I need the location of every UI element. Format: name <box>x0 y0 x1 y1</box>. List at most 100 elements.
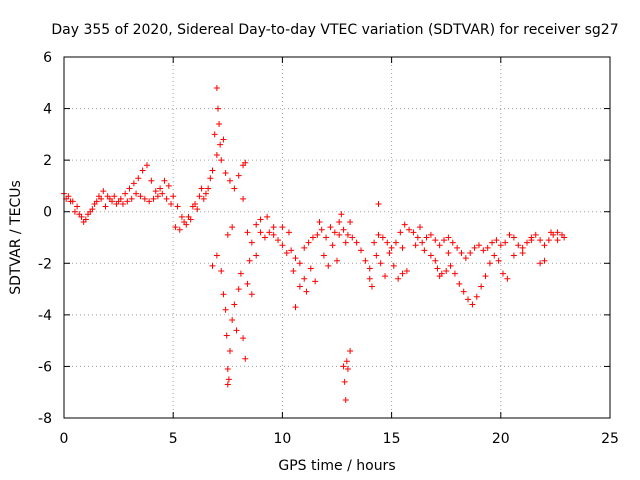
y-tick-label: -8 <box>38 411 52 427</box>
data-point-marker <box>445 249 452 256</box>
data-point-marker <box>486 260 493 267</box>
data-points <box>61 84 568 403</box>
data-point-marker <box>434 265 441 272</box>
data-point-marker <box>76 211 83 218</box>
y-tick-label: 2 <box>43 153 52 169</box>
data-point-marker <box>115 198 122 205</box>
data-point-marker <box>506 231 513 238</box>
data-point-marker <box>554 237 561 244</box>
data-point-marker <box>237 270 244 277</box>
data-point-marker <box>515 242 522 249</box>
data-point-marker <box>519 244 526 251</box>
data-point-marker <box>279 242 286 249</box>
data-point-marker <box>447 262 454 269</box>
data-point-marker <box>207 175 214 182</box>
data-point-marker <box>499 270 506 277</box>
x-tick-label: 10 <box>273 431 291 447</box>
y-tick-label: -2 <box>38 256 52 272</box>
data-point-marker <box>305 239 312 246</box>
data-point-marker <box>235 286 242 293</box>
data-point-marker <box>336 219 343 226</box>
data-point-marker <box>283 249 290 256</box>
data-point-marker <box>240 195 247 202</box>
data-point-marker <box>130 180 137 187</box>
data-point-marker <box>200 195 207 202</box>
data-point-marker <box>342 239 349 246</box>
data-point-marker <box>128 195 135 202</box>
data-point-marker <box>170 193 177 200</box>
data-point-marker <box>253 221 260 228</box>
data-point-marker <box>213 151 220 158</box>
y-axis-label: SDTVAR / TECUs <box>8 180 24 295</box>
data-point-marker <box>290 268 297 275</box>
data-point-marker <box>368 283 375 290</box>
y-tick-label: 4 <box>43 102 52 118</box>
data-point-marker <box>67 198 74 205</box>
data-point-marker <box>392 239 399 246</box>
data-point-marker <box>541 257 548 264</box>
data-point-marker <box>141 195 148 202</box>
data-point-marker <box>119 200 126 207</box>
data-point-marker <box>93 198 100 205</box>
data-point-marker <box>412 242 419 249</box>
data-point-marker <box>548 229 555 236</box>
data-point-marker <box>510 252 517 259</box>
data-point-marker <box>377 260 384 267</box>
data-point-marker <box>325 262 332 269</box>
data-point-marker <box>213 84 220 91</box>
data-point-marker <box>489 239 496 246</box>
data-point-marker <box>194 206 201 213</box>
data-point-marker <box>176 226 183 233</box>
data-point-marker <box>473 293 480 300</box>
data-point-marker <box>336 231 343 238</box>
data-point-marker <box>497 242 504 249</box>
data-point-marker <box>218 268 225 275</box>
data-point-marker <box>257 229 264 236</box>
data-point-marker <box>478 283 485 290</box>
data-point-marker <box>102 203 109 210</box>
data-point-marker <box>100 188 107 195</box>
data-point-marker <box>226 347 233 354</box>
data-point-marker <box>196 193 203 200</box>
x-tick-label: 15 <box>383 431 401 447</box>
data-point-marker <box>362 257 369 264</box>
data-point-marker <box>209 262 216 269</box>
data-point-marker <box>126 185 133 192</box>
data-point-marker <box>462 255 469 262</box>
data-point-marker <box>347 219 354 226</box>
data-point-marker <box>240 335 247 342</box>
data-point-marker <box>316 219 323 226</box>
data-point-marker <box>443 268 450 275</box>
data-point-marker <box>226 177 233 184</box>
data-point-marker <box>416 224 423 231</box>
data-point-marker <box>329 242 336 249</box>
data-point-marker <box>161 177 168 184</box>
data-point-marker <box>519 249 526 256</box>
data-point-marker <box>157 185 164 192</box>
data-point-marker <box>395 275 402 282</box>
data-point-marker <box>165 182 172 189</box>
data-point-marker <box>122 190 129 197</box>
data-point-marker <box>456 280 463 287</box>
data-point-marker <box>264 213 271 220</box>
data-point-marker <box>480 247 487 254</box>
data-point-marker <box>423 234 430 241</box>
data-point-marker <box>222 306 229 313</box>
data-point-marker <box>135 175 142 182</box>
data-point-marker <box>318 226 325 233</box>
data-point-marker <box>225 376 232 383</box>
data-point-marker <box>168 200 175 207</box>
data-point-marker <box>537 237 544 244</box>
data-point-marker <box>143 162 150 169</box>
data-point-marker <box>390 262 397 269</box>
data-point-marker <box>89 206 96 213</box>
x-tick-label: 0 <box>60 431 69 447</box>
data-point-marker <box>484 244 491 251</box>
data-point-marker <box>174 203 181 210</box>
data-point-marker <box>202 190 209 197</box>
data-point-marker <box>467 249 474 256</box>
data-point-marker <box>74 203 81 210</box>
data-point-marker <box>327 224 334 231</box>
data-point-marker <box>231 185 238 192</box>
data-point-marker <box>436 273 443 280</box>
